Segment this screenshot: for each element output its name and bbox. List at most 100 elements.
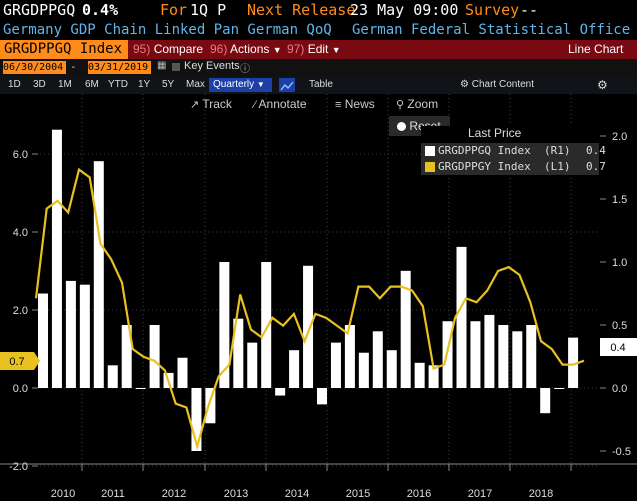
legend-title: Last Price bbox=[468, 126, 522, 140]
pencil-icon: ∕ bbox=[254, 99, 256, 111]
command-toolbar: GRGDPPGQ Index 95) Compare 96) Actions ▼… bbox=[0, 40, 637, 59]
x-tick-label: 2016 bbox=[407, 488, 431, 500]
x-tick-label: 2015 bbox=[346, 488, 370, 500]
security-description: Germany GDP Chain Linked Pan German QoQ bbox=[3, 22, 332, 38]
chart-area: -2.0 0.0 2.0 4.0 6.0 -0.5 0.0 0.5 1.0 1.5 2.0 201… bbox=[0, 94, 637, 501]
bar bbox=[358, 352, 369, 388]
security-field-text: GRGDPPGQ Index bbox=[4, 41, 123, 57]
gear-icon: ⚙ bbox=[460, 79, 469, 90]
table-button[interactable]: Table bbox=[309, 79, 333, 90]
legend-swatch-yellow bbox=[425, 162, 435, 172]
for-label: For bbox=[160, 1, 188, 19]
bar bbox=[484, 314, 495, 388]
range-button-1d[interactable]: 1D bbox=[8, 79, 21, 90]
range-button-5y[interactable]: 5Y bbox=[162, 79, 175, 90]
news-tool[interactable]: ≡ News bbox=[335, 94, 375, 114]
bar bbox=[568, 337, 579, 388]
start-date-field[interactable]: 06/30/2004 bbox=[3, 61, 66, 74]
right-tick-label: 0.0 bbox=[612, 383, 627, 395]
right-tick-label: 2.0 bbox=[612, 131, 627, 143]
calendar-icon[interactable]: ▦ bbox=[157, 60, 167, 71]
bar bbox=[149, 325, 160, 388]
range-button-ytd[interactable]: YTD bbox=[108, 79, 128, 90]
last-value: 0.4% bbox=[82, 1, 119, 19]
left-tick-label: 6.0 bbox=[13, 149, 28, 161]
security-field[interactable]: GRGDPPGQ Index bbox=[0, 40, 128, 59]
range-selector-bar: 1D 3D 1M 6M YTD 1Y 5Y Max Quarterly ▼ Table ⚙ C… bbox=[0, 76, 637, 94]
legend-entry[interactable]: GRGDPPGY Index (L1) 0.7 bbox=[421, 159, 606, 175]
end-date-field[interactable]: 03/31/2019 bbox=[88, 61, 151, 74]
next-release-label: Next Release bbox=[247, 1, 356, 19]
frequency-dropdown[interactable]: Quarterly ▼ bbox=[209, 78, 272, 92]
range-button-1y[interactable]: 1Y bbox=[138, 79, 151, 90]
left-last-value-label: 0.7 bbox=[9, 356, 24, 368]
bar bbox=[135, 388, 146, 389]
bar bbox=[303, 265, 314, 388]
right-tick-label: 1.5 bbox=[612, 194, 627, 206]
range-button-max[interactable]: Max bbox=[186, 79, 205, 90]
range-button-6m[interactable]: 6M bbox=[85, 79, 99, 90]
track-tool[interactable]: ↗ Track bbox=[190, 94, 232, 114]
bar bbox=[498, 325, 509, 388]
right-axis: -0.5 0.0 0.5 1.0 1.5 2.0 bbox=[600, 131, 631, 458]
left-tick-label: 2.0 bbox=[13, 305, 28, 317]
compare-number: 95) bbox=[133, 42, 151, 56]
edit-button[interactable]: 97) Edit ▼ bbox=[287, 40, 341, 59]
legend-swatch-white bbox=[425, 146, 435, 156]
right-tick-label: 0.5 bbox=[612, 320, 627, 332]
range-button-3d[interactable]: 3D bbox=[33, 79, 46, 90]
survey-value: -- bbox=[520, 1, 539, 19]
compare-button[interactable]: 95) Compare bbox=[133, 40, 203, 59]
actions-label: Actions bbox=[230, 42, 270, 56]
bar bbox=[372, 331, 383, 388]
security-description-bar: Germany GDP Chain Linked Pan German QoQ … bbox=[0, 21, 637, 40]
legend-label: GRGDPPGQ Index (R1) bbox=[438, 144, 571, 157]
x-tick-label: 2013 bbox=[224, 488, 248, 500]
dropdown-arrow-icon: ▼ bbox=[331, 45, 341, 55]
bar bbox=[540, 388, 551, 414]
bar bbox=[526, 325, 537, 388]
bar bbox=[470, 321, 481, 388]
track-label: Track bbox=[202, 97, 232, 111]
bar bbox=[93, 161, 104, 388]
reset-radio-icon bbox=[397, 122, 406, 131]
ticker[interactable]: GRGDPPGQ bbox=[3, 1, 76, 19]
left-last-value-marker: 0.7 bbox=[0, 352, 40, 370]
legend-entry[interactable]: GRGDPPGQ Index (R1) 0.4 bbox=[421, 143, 606, 159]
settings-gear-icon[interactable]: ⚙ bbox=[597, 78, 608, 92]
date-separator: - bbox=[70, 60, 77, 73]
chart-content-label: Chart Content bbox=[471, 79, 535, 90]
info-icon[interactable]: ⓘ bbox=[240, 64, 250, 75]
frequency-label: Quarterly bbox=[213, 79, 255, 90]
bar bbox=[330, 342, 341, 388]
annotate-label: Annotate bbox=[258, 97, 307, 111]
chart-content-button[interactable]: ⚙ Chart Content bbox=[460, 76, 534, 94]
bar bbox=[261, 262, 272, 388]
bar bbox=[456, 246, 467, 388]
compare-label: Compare bbox=[153, 42, 204, 56]
bar bbox=[233, 318, 244, 388]
left-tick-label: 4.0 bbox=[13, 227, 28, 239]
bar bbox=[344, 325, 355, 388]
bar bbox=[38, 293, 48, 388]
bar bbox=[51, 129, 62, 388]
news-icon: ≡ bbox=[335, 99, 342, 111]
x-tick-label: 2010 bbox=[51, 488, 75, 500]
key-events-checkbox[interactable] bbox=[172, 63, 180, 71]
bar bbox=[512, 331, 523, 388]
crosshair-icon: ↗ bbox=[190, 99, 200, 111]
bar bbox=[554, 388, 565, 389]
zoom-tool[interactable]: ⚲ Zoom bbox=[396, 94, 438, 114]
line-chart-mode-icon[interactable] bbox=[279, 78, 295, 92]
bar bbox=[205, 388, 216, 424]
dropdown-arrow-icon: ▼ bbox=[272, 45, 282, 55]
right-last-value-label: 0.4 bbox=[610, 342, 625, 354]
bar bbox=[177, 357, 188, 388]
annotate-tool[interactable]: ∕ Annotate bbox=[254, 94, 307, 114]
legend-value: 0.4 bbox=[586, 144, 606, 157]
range-button-1m[interactable]: 1M bbox=[58, 79, 72, 90]
news-label: News bbox=[344, 97, 375, 111]
x-tick-label: 2018 bbox=[529, 488, 553, 500]
bar bbox=[79, 284, 90, 388]
actions-button[interactable]: 96) Actions ▼ bbox=[210, 40, 282, 59]
